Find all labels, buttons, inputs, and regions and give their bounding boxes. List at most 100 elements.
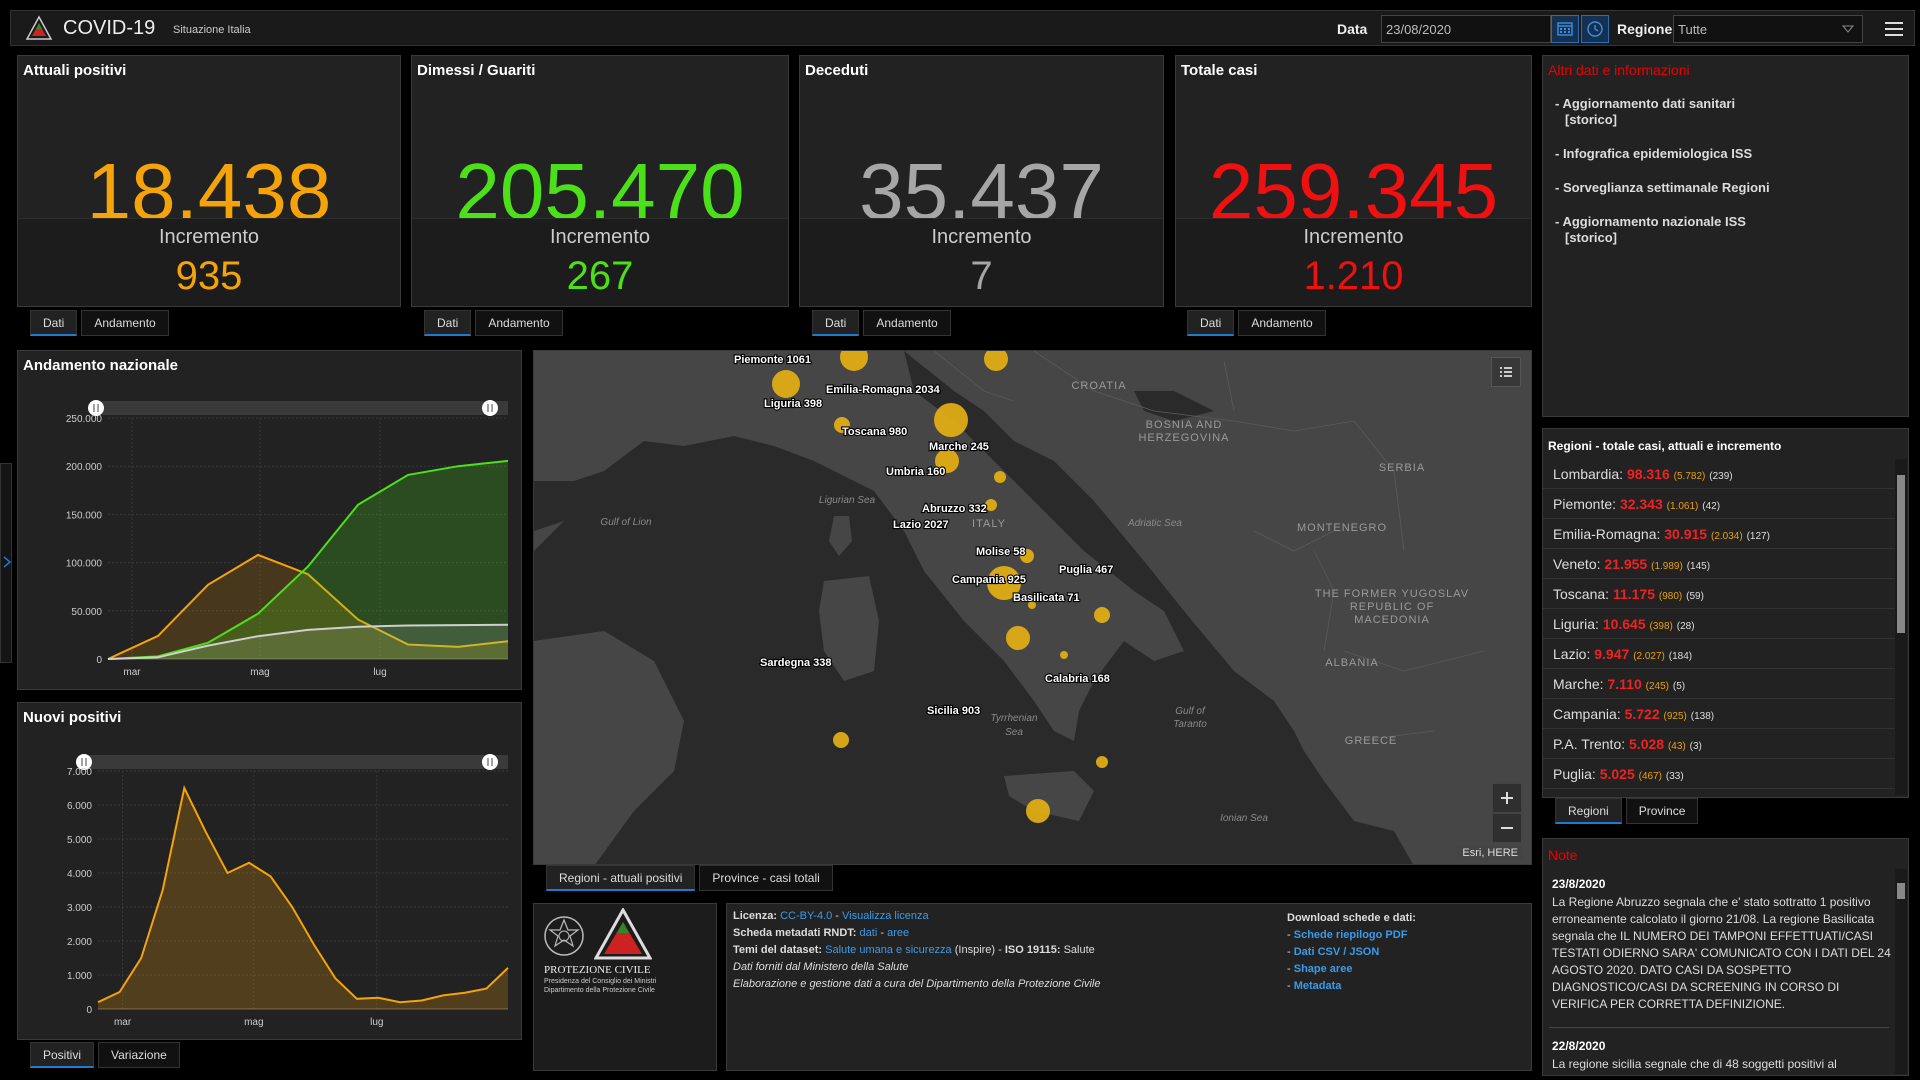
range-start-handle[interactable] — [88, 400, 104, 416]
region-row[interactable]: Campania: 5.722 (925) (138) — [1543, 699, 1898, 729]
map-bubble[interactable] — [935, 449, 959, 473]
scrollbar[interactable] — [1895, 869, 1907, 1074]
info-link-aggiornamento[interactable]: - Aggiornamento dati sanitari [storico] — [1555, 96, 1736, 127]
tab-regioni-attuali[interactable]: Regioni - attuali positivi — [546, 865, 696, 891]
map-region-label: Emilia-Romagna 2034 — [826, 384, 941, 396]
map-bubble[interactable] — [987, 566, 1021, 600]
tab-andamento[interactable]: Andamento — [1238, 310, 1326, 336]
tab-regioni[interactable]: Regioni — [1555, 798, 1622, 824]
region-row[interactable]: Lazio: 9.947 (2.027) (184) — [1543, 639, 1898, 669]
map-bubble-veneto-lombardia[interactable] — [840, 351, 868, 371]
tab-dati[interactable]: Dati — [424, 310, 472, 336]
region-row[interactable]: Puglia: 5.025 (467) (33) — [1543, 759, 1898, 789]
zoom-in-button[interactable] — [1492, 783, 1522, 813]
tab-andamento[interactable]: Andamento — [81, 310, 169, 336]
map-bubble[interactable] — [1026, 799, 1050, 823]
region-row[interactable]: Piemonte: 32.343 (1.061) (42) — [1543, 489, 1898, 519]
nuovi-tabs: Positivi Variazione — [30, 1042, 180, 1068]
card-title: Dimessi / Guariti — [417, 62, 536, 79]
attuali-positivi-card: Attuali positivi 18.438 Incremento 935 — [17, 55, 401, 307]
scrollbar-thumb[interactable] — [1897, 475, 1905, 633]
map-bubble[interactable] — [934, 403, 968, 437]
map-bubble[interactable] — [1006, 626, 1030, 650]
map-region-label: Calabria 168 — [1045, 673, 1110, 685]
region-name: Puglia: — [1553, 766, 1596, 782]
download-csv-link[interactable]: Dati CSV / JSON — [1293, 946, 1380, 958]
metadata-aree-link[interactable]: aree — [887, 927, 910, 939]
region-row[interactable]: Emilia-Romagna: 30.915 (2.034) (127) — [1543, 519, 1898, 549]
region-name: Emilia-Romagna: — [1553, 526, 1661, 542]
tab-province-totali[interactable]: Province - casi totali — [699, 865, 833, 891]
download-metadata-link[interactable]: Metadata — [1293, 980, 1342, 992]
region-active: (467) — [1638, 771, 1662, 782]
range-end-handle[interactable] — [482, 400, 498, 416]
info-link-iss[interactable]: - Aggiornamento nazionale ISS [storico] — [1555, 214, 1746, 245]
region-active: (925) — [1663, 711, 1687, 722]
info-link-sorveglianza[interactable]: - Sorveglianza settimanale Regioni — [1555, 180, 1770, 195]
region-row[interactable]: Marche: 7.110 (245) (5) — [1543, 669, 1898, 699]
legend-button[interactable] — [1491, 357, 1521, 387]
calendar-button[interactable] — [1551, 15, 1579, 43]
scrollbar-thumb[interactable] — [1897, 883, 1905, 899]
map-country-label: HERZEGOVINA — [1138, 432, 1229, 444]
region-select[interactable]: Tutte — [1673, 15, 1863, 43]
y-tick-label: 100.000 — [66, 559, 103, 570]
region-row[interactable]: Toscana: 11.175 (980) (59) — [1543, 579, 1898, 609]
note-text: La regione sicilia segnale che di 48 sog… — [1552, 1057, 1837, 1071]
region-row[interactable]: Lombardia: 98.316 (5.782) (239) — [1543, 459, 1898, 489]
map-bubble[interactable] — [772, 370, 800, 398]
minus-icon — [1501, 827, 1513, 829]
tab-andamento[interactable]: Andamento — [475, 310, 563, 336]
land-balkans — [904, 351, 1531, 864]
map-bubble[interactable] — [833, 732, 849, 748]
map-attribution: Esri, HERE — [1457, 846, 1523, 860]
date-input[interactable] — [1381, 15, 1551, 43]
scrollbar[interactable] — [1895, 459, 1907, 795]
region-list-title: Regioni - totale casi, attuali e increme… — [1548, 439, 1782, 453]
map-bubble[interactable] — [1094, 607, 1110, 623]
tab-dati[interactable]: Dati — [30, 310, 78, 336]
range-start-handle[interactable] — [76, 754, 92, 770]
map-bubble[interactable] — [994, 471, 1006, 483]
y-tick-label: 0 — [86, 1005, 92, 1016]
tab-province[interactable]: Province — [1625, 798, 1699, 824]
region-row[interactable]: Liguria: 10.645 (398) (28) — [1543, 609, 1898, 639]
land-sicily — [1004, 771, 1094, 821]
download-shape-link[interactable]: Shape aree — [1293, 963, 1353, 975]
tab-dati[interactable]: Dati — [1187, 310, 1235, 336]
map-sea-label: Sea — [1005, 727, 1023, 738]
tab-dati[interactable]: Dati — [812, 310, 860, 336]
hamburger-menu-icon[interactable] — [1884, 19, 1904, 39]
zoom-out-button[interactable] — [1492, 813, 1522, 843]
map-region-label: Sicilia 903 — [927, 705, 980, 717]
time-range-slider-track[interactable] — [84, 755, 508, 769]
temi-link[interactable]: Salute umana e sicurezza — [825, 944, 952, 956]
y-tick-label: 0 — [96, 655, 102, 666]
chart-title: Andamento nazionale — [23, 357, 179, 374]
tab-positivi[interactable]: Positivi — [30, 1042, 95, 1068]
map-bubble[interactable] — [985, 499, 997, 511]
license-link[interactable]: CC-BY-4.0 — [780, 910, 833, 922]
clock-button[interactable] — [1581, 15, 1609, 43]
map-region-label: Lazio 2027 — [893, 519, 949, 531]
download-pdf-link[interactable]: Schede riepilogo PDF — [1293, 929, 1408, 941]
map-panel[interactable]: CROATIA BOSNIA AND HERZEGOVINA SERBIA MONTEN… — [533, 350, 1532, 865]
map-bubble[interactable] — [1096, 756, 1108, 768]
tab-andamento[interactable]: Andamento — [863, 310, 951, 336]
map-bubble[interactable] — [1028, 601, 1036, 609]
map-bubble[interactable] — [1060, 651, 1068, 659]
metadata-dati-link[interactable]: dati — [859, 927, 878, 939]
map-bubble-veneto-lombardia[interactable] — [984, 351, 1008, 371]
tab-variazione[interactable]: Variazione — [98, 1042, 180, 1068]
map-bubble[interactable] — [1020, 549, 1034, 563]
time-range-slider-track[interactable] — [96, 401, 508, 415]
region-row[interactable]: P.A. Trento: 5.028 (43) (3) — [1543, 729, 1898, 759]
view-license-link[interactable]: Visualizza licenza — [842, 910, 929, 922]
region-row[interactable]: Veneto: 21.955 (1.989) (145) — [1543, 549, 1898, 579]
info-link-infografica[interactable]: - Infografica epidemiologica ISS — [1555, 146, 1753, 161]
map-bubble[interactable] — [834, 417, 850, 433]
range-end-handle[interactable] — [482, 754, 498, 770]
sidebar-collapse-handle[interactable] — [0, 463, 12, 663]
land-sardinia — [819, 576, 879, 681]
